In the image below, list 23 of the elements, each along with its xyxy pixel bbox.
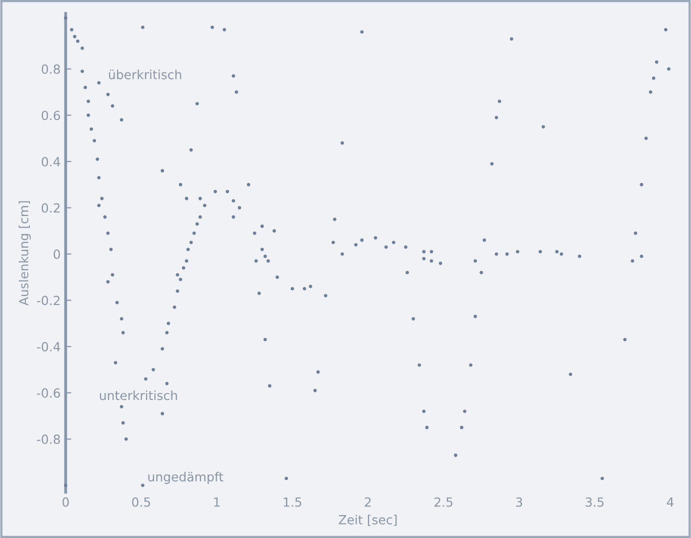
y-tick-label: 0.2 [42,203,60,213]
y-tick-label: 0.4 [42,156,60,166]
x-tick-label: 2 [364,497,371,507]
annotation: überkritisch [109,70,182,80]
x-tick-label: 3 [516,497,522,507]
x-tick-label: 1.5 [284,498,302,507]
y-tick-label: 0.6 [42,110,60,120]
x-tick-label: 0 [62,497,69,507]
y-tick-label: 0 [54,249,60,259]
y-tick-label: -0.6 [37,388,60,398]
x-tick-label: 4 [666,498,674,507]
x-tick-label: 0.5 [132,497,150,507]
y-tick-label: -0.8 [37,434,60,444]
y-tick-label: 0.8 [42,64,60,74]
y-tick-label: -0.4 [37,342,60,352]
annotation: unterkritisch [100,390,177,400]
x-tick-label: 3.5 [586,497,604,507]
x-tick-label: 2.5 [434,497,452,507]
annotation: ungedämpft [148,472,224,484]
y-tick-label: -0.2 [37,296,60,306]
x-axis-title: Zeit [sec] [338,514,397,526]
y-axis-title: Auslenkung [cm] [18,201,31,306]
x-tick-label: 1 [214,498,220,507]
